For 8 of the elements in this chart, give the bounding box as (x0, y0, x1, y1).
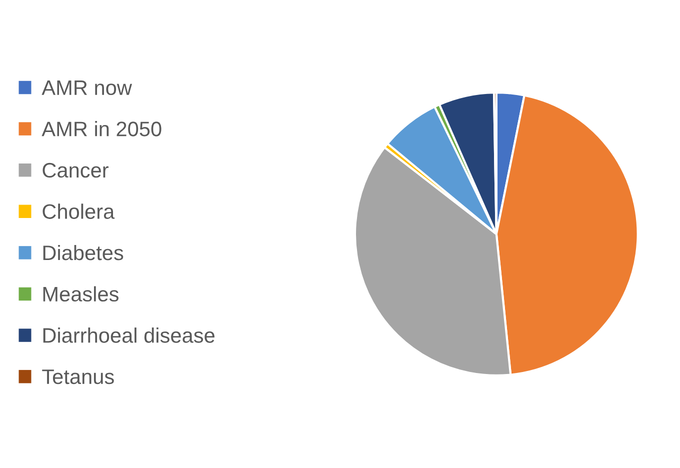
legend-label: Tetanus (42, 370, 114, 384)
legend-label: Cholera (42, 204, 115, 219)
legend-label: AMR now (42, 80, 132, 96)
legend-label: Cancer (42, 162, 108, 178)
legend-label: Diarrhoeal disease (43, 328, 214, 343)
legend-label: Measles (43, 286, 118, 302)
legend-label: AMR in 2050 (42, 121, 162, 136)
legend-label: Diabetes (43, 244, 124, 260)
